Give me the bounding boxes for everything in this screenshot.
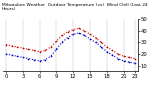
- Text: Milwaukee Weather  Outdoor Temperature (vs)  Wind Chill (Last 24 Hours): Milwaukee Weather Outdoor Temperature (v…: [2, 3, 147, 11]
